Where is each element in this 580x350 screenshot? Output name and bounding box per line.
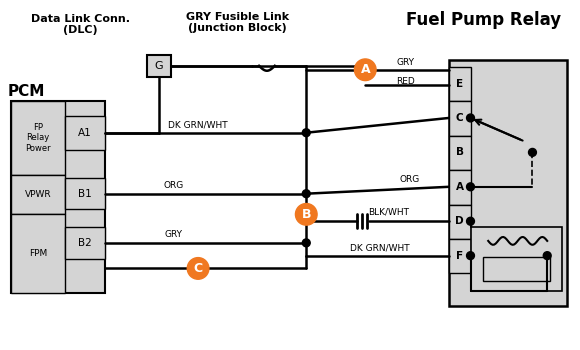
Circle shape — [302, 190, 310, 198]
Text: GRY Fusible Link
(Junction Block): GRY Fusible Link (Junction Block) — [186, 12, 289, 33]
Circle shape — [466, 114, 474, 122]
Text: B1: B1 — [78, 189, 92, 199]
Circle shape — [543, 252, 551, 260]
Bar — [449, 136, 470, 170]
Text: DK GRN/WHT: DK GRN/WHT — [168, 120, 228, 130]
Bar — [147, 55, 171, 77]
Text: FPM: FPM — [28, 249, 47, 258]
Text: Fuel Pump Relay: Fuel Pump Relay — [406, 10, 561, 29]
Text: VPWR: VPWR — [24, 190, 51, 199]
Bar — [449, 204, 470, 239]
Bar — [11, 214, 66, 293]
Circle shape — [295, 203, 317, 225]
Bar — [470, 227, 562, 291]
Text: troubleshootmyvehicle.com: troubleshootmyvehicle.com — [222, 159, 390, 231]
Text: B: B — [456, 147, 463, 158]
Text: GRY: GRY — [397, 58, 415, 68]
Text: GRY: GRY — [165, 231, 183, 239]
Text: E: E — [456, 78, 463, 89]
Text: A: A — [456, 182, 463, 192]
Text: BLK/WHT: BLK/WHT — [368, 208, 409, 217]
Bar — [449, 170, 470, 204]
Text: Data Link Conn.
(DLC): Data Link Conn. (DLC) — [31, 14, 129, 35]
Bar — [66, 116, 104, 150]
Text: DK GRN/WHT: DK GRN/WHT — [350, 243, 409, 252]
Circle shape — [466, 252, 474, 260]
Text: D: D — [455, 216, 464, 226]
Text: C: C — [456, 113, 463, 123]
Text: A: A — [360, 63, 370, 76]
Text: ORG: ORG — [399, 175, 419, 184]
Bar — [11, 101, 66, 175]
Circle shape — [528, 148, 536, 156]
Text: ORG: ORG — [164, 181, 184, 190]
Circle shape — [466, 183, 474, 191]
Circle shape — [187, 258, 209, 279]
Text: A1: A1 — [78, 128, 92, 138]
Text: PCM: PCM — [8, 84, 45, 99]
Text: G: G — [154, 61, 163, 71]
Circle shape — [354, 59, 376, 80]
Circle shape — [302, 129, 310, 137]
Text: B: B — [302, 208, 311, 221]
Bar — [449, 101, 470, 136]
Bar — [11, 175, 66, 214]
Text: B2: B2 — [78, 238, 92, 248]
Circle shape — [302, 239, 310, 247]
Text: RED: RED — [396, 77, 415, 86]
Bar — [483, 257, 550, 281]
Text: F: F — [456, 251, 463, 261]
Bar — [66, 227, 104, 259]
Bar — [449, 239, 470, 273]
Text: C: C — [194, 262, 202, 275]
Bar — [66, 178, 104, 209]
Bar — [449, 60, 567, 306]
Text: troubleshootmyvehicle.com: troubleshootmyvehicle.com — [234, 317, 379, 328]
Circle shape — [466, 217, 474, 225]
Text: FP
Relay
Power: FP Relay Power — [25, 123, 50, 153]
Bar — [11, 101, 104, 293]
Bar — [449, 67, 470, 101]
